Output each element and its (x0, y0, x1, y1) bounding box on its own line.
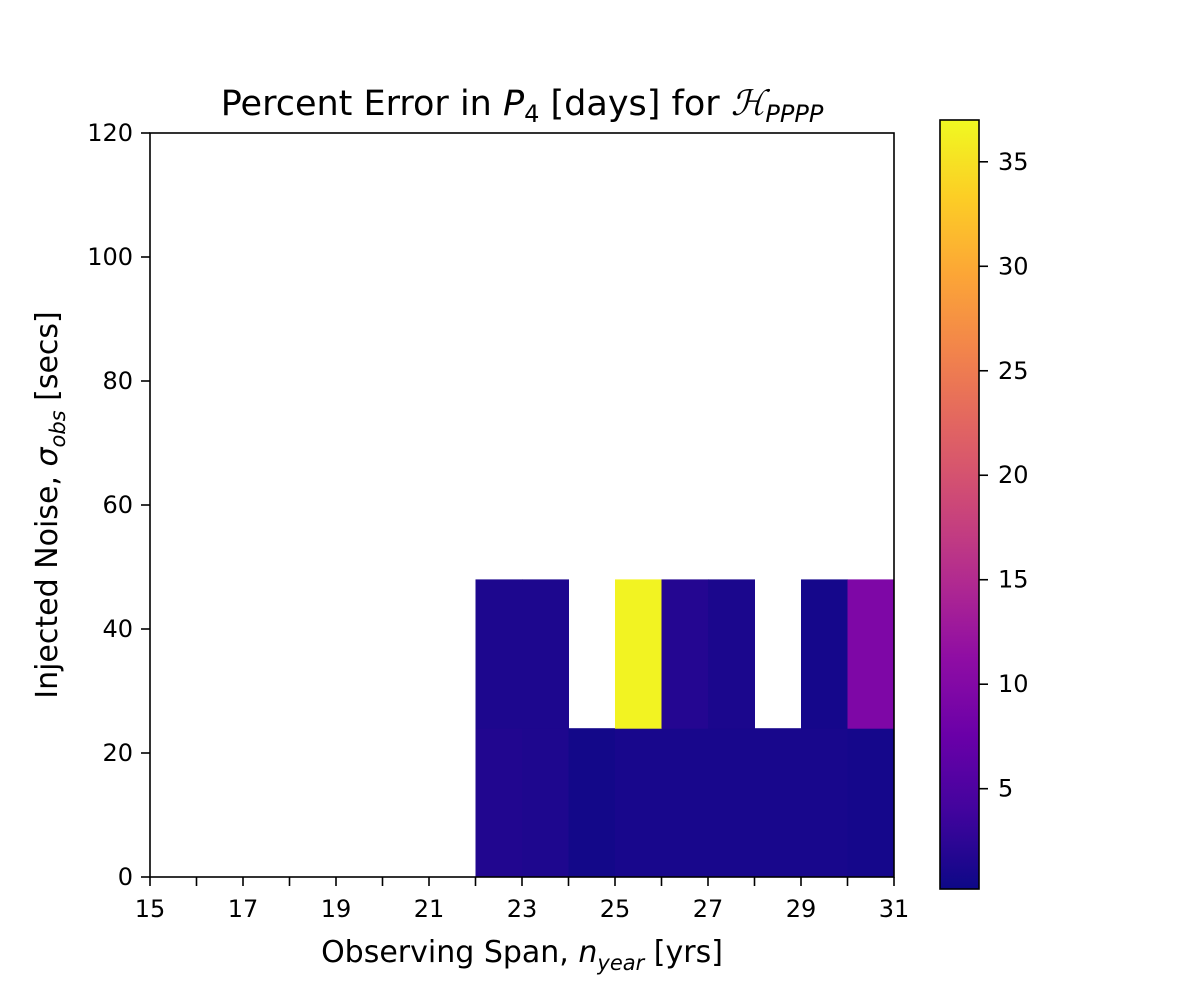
y-tick-label: 120 (87, 119, 133, 147)
colorbar-gradient (939, 119, 980, 890)
x-axis-ticks: 15 17 19 21 23 25 27 29 31 (135, 877, 910, 923)
y-tick-label: 0 (118, 863, 133, 891)
heatmap-cell (754, 728, 802, 878)
heatmap-cell (568, 728, 616, 878)
colorbar-tick-label: 10 (998, 670, 1029, 698)
y-tick-label: 100 (87, 243, 133, 271)
heatmap-cell (708, 579, 755, 729)
x-tick-label: 29 (786, 895, 817, 923)
colorbar-tick-label: 35 (998, 148, 1029, 176)
y-axis-label: Injected Noise, σobs [secs] (30, 311, 70, 699)
x-tick-label: 21 (414, 895, 445, 923)
colorbar-tick-label: 15 (998, 566, 1029, 594)
x-tick-label: 25 (600, 895, 631, 923)
y-tick-label: 80 (102, 367, 133, 395)
heatmap-cell (801, 728, 848, 878)
colorbar: 5 10 15 20 25 30 35 (939, 119, 1029, 890)
colorbar-tick-label: 5 (998, 775, 1013, 803)
heatmap-cell (475, 579, 523, 729)
chart-title: Percent Error in P4 [days] for ℋPPPP (221, 84, 824, 128)
heatmap-cell (661, 728, 709, 878)
heatmap-cell (801, 579, 848, 729)
heatmap-cell (615, 579, 662, 729)
heatmap-cell (708, 728, 755, 878)
y-axis-ticks: 0 20 40 60 80 100 120 (87, 119, 150, 891)
heatmap-cell (615, 728, 662, 878)
x-tick-label: 31 (879, 895, 910, 923)
x-axis-label: Observing Span, nyear [yrs] (321, 935, 723, 975)
x-tick-label: 23 (507, 895, 538, 923)
y-tick-label: 60 (102, 491, 133, 519)
heatmap-cell (847, 579, 895, 729)
colorbar-tick-label: 20 (998, 461, 1029, 489)
y-tick-label: 20 (102, 739, 133, 767)
x-tick-label: 17 (228, 895, 259, 923)
colorbar-tick-label: 30 (998, 252, 1029, 280)
heatmap-cell (475, 728, 523, 878)
heatmap-cell (847, 728, 895, 878)
x-tick-label: 27 (693, 895, 724, 923)
colorbar-ticks: 5 10 15 20 25 30 35 (979, 148, 1029, 803)
heatmap-cell (522, 579, 569, 729)
heatmap-cell (661, 579, 709, 729)
x-tick-label: 15 (135, 895, 166, 923)
colorbar-tick-label: 25 (998, 357, 1029, 385)
x-tick-label: 19 (321, 895, 352, 923)
y-tick-label: 40 (102, 615, 133, 643)
heatmap-cells (475, 579, 895, 878)
heatmap-cell (522, 728, 569, 878)
